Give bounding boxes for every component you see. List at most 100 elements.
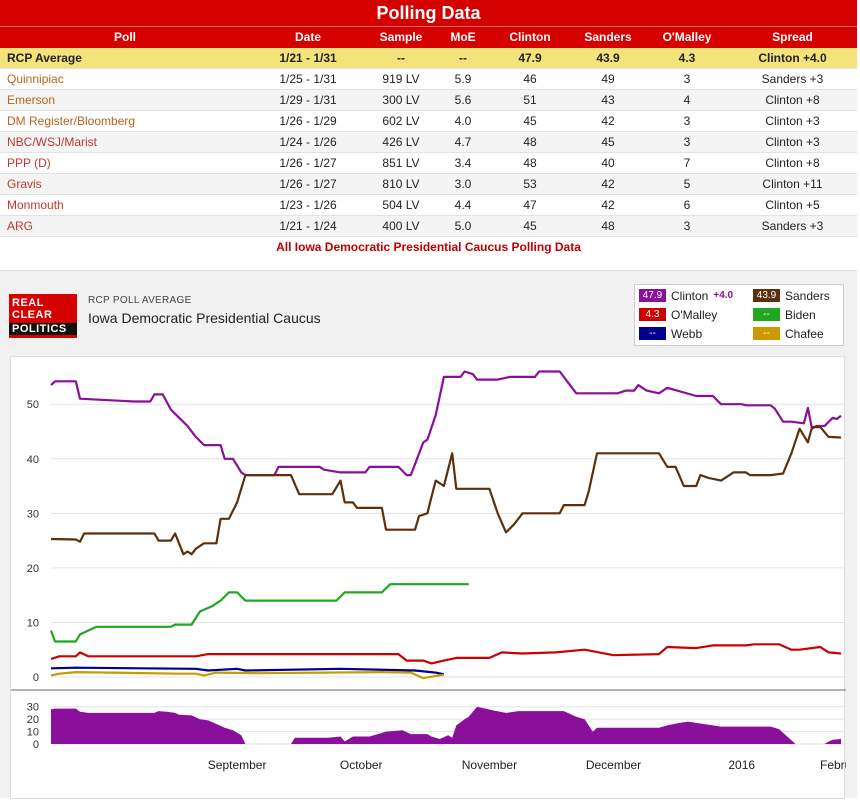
- legend-label: O'Malley: [671, 307, 718, 322]
- legend-value: 43.9: [753, 289, 780, 302]
- pollster-link[interactable]: Emerson: [7, 93, 56, 107]
- y-tick-label: 40: [27, 454, 39, 466]
- cell-sanders: 42: [570, 194, 646, 216]
- legend-value: --: [753, 308, 780, 321]
- x-tick-label: September: [208, 758, 267, 772]
- cell-omalley: 3: [646, 215, 728, 237]
- series-line-chafee: [50, 671, 445, 680]
- cell-omalley: 5: [646, 173, 728, 195]
- cell-poll: Emerson: [0, 89, 250, 111]
- legend-label: Sanders: [785, 288, 830, 303]
- rcp-average-row: RCP Average 1/21 - 1/31 -- -- 47.9 43.9 4.3 Cli…: [0, 47, 857, 69]
- y-tick-label: 10: [27, 617, 39, 629]
- pollster-link[interactable]: NBC/WSJ/Marist: [7, 135, 97, 149]
- pollster-link[interactable]: Quinnipiac: [7, 72, 64, 86]
- cell-moe: 3.4: [436, 152, 490, 174]
- legend-value: --: [639, 327, 666, 340]
- polling-table: Poll Date Sample MoE Clinton Sanders O'Malley S…: [0, 26, 857, 237]
- cell-spread: Clinton +11: [728, 173, 857, 195]
- pollster-link[interactable]: Monmouth: [7, 198, 64, 212]
- cell-moe: 4.7: [436, 131, 490, 153]
- pollster-link[interactable]: ARG: [7, 219, 34, 233]
- pollster-link[interactable]: PPP (D): [7, 156, 51, 170]
- cell-spread: Clinton +8: [728, 152, 857, 174]
- cell-omalley: 3: [646, 110, 728, 132]
- legend-label: Clinton: [671, 288, 709, 303]
- table-row: DM Register/Bloomberg 1/26 - 1/29 602 LV 4.…: [0, 110, 857, 132]
- table-header-row: Poll Date Sample MoE Clinton Sanders O'Malley S…: [0, 26, 857, 48]
- cell-clinton: 48: [490, 131, 570, 153]
- legend-item-omalley[interactable]: 4.3 O'Malley: [639, 307, 717, 322]
- cell-sanders: 42: [570, 173, 646, 195]
- cell-spread: Clinton +5: [728, 194, 857, 216]
- table-row: Monmouth 1/23 - 1/26 504 LV 4.4 47 42 6 Clinton…: [0, 194, 857, 216]
- legend-value: 4.3: [639, 308, 666, 321]
- x-tick-label: November: [462, 758, 517, 772]
- cell-poll: DM Register/Bloomberg: [0, 110, 250, 132]
- series-line-webb: [50, 666, 445, 676]
- chart-title: Iowa Democratic Presidential Caucus: [88, 310, 321, 326]
- cell-moe: 4.4: [436, 194, 490, 216]
- cell-date: 1/23 - 1/26: [250, 194, 366, 216]
- cell-poll: Gravis: [0, 173, 250, 195]
- cell-poll: NBC/WSJ/Marist: [0, 131, 250, 153]
- cell-sanders: 40: [570, 152, 646, 174]
- legend-label: Chafee: [785, 326, 824, 341]
- y-tick-label: 20: [27, 563, 39, 575]
- cell-date: 1/21 - 1/24: [250, 215, 366, 237]
- series-line-sanders: [50, 425, 842, 556]
- legend-value: 47.9: [639, 289, 666, 302]
- y-tick-label: 0: [33, 672, 39, 684]
- cell-moe: 5.6: [436, 89, 490, 111]
- column-header-poll: Poll: [0, 26, 250, 48]
- cell-clinton: 47.9: [490, 47, 570, 69]
- x-tick-label: December: [586, 758, 641, 772]
- polling-data-title: Polling Data: [0, 0, 857, 26]
- polling-table-section: Polling Data Poll Date Sample MoE Clinton San…: [0, 0, 857, 257]
- cell-omalley: 3: [646, 131, 728, 153]
- column-header-clinton: Clinton: [490, 26, 570, 48]
- cell-date: 1/29 - 1/31: [250, 89, 366, 111]
- table-row: Gravis 1/26 - 1/27 810 LV 3.0 53 42 5 Clinton +…: [0, 173, 857, 195]
- cell-date: 1/26 - 1/27: [250, 152, 366, 174]
- cell-moe: --: [436, 47, 490, 69]
- legend-item-sanders[interactable]: 43.9 Sanders: [753, 288, 830, 303]
- legend-label: Webb: [671, 326, 703, 341]
- logo-line-3: POLITICS: [9, 323, 77, 335]
- cell-sample: --: [366, 47, 436, 69]
- legend-item-webb[interactable]: -- Webb: [639, 326, 702, 341]
- cell-poll: Monmouth: [0, 194, 250, 216]
- series-line-biden: [49, 583, 469, 643]
- logo-line-1: REAL: [12, 297, 44, 309]
- x-tick-label: October: [340, 758, 383, 772]
- cell-sanders: 45: [570, 131, 646, 153]
- column-header-omalley: O'Malley: [646, 26, 728, 48]
- cell-sample: 504 LV: [366, 194, 436, 216]
- column-header-spread: Spread: [728, 26, 857, 48]
- cell-sanders: 48: [570, 215, 646, 237]
- cell-sanders: 43: [570, 89, 646, 111]
- table-footer: All Iowa Democratic Presidential Caucus …: [0, 237, 857, 257]
- all-polling-data-link[interactable]: All Iowa Democratic Presidential Caucus …: [276, 240, 581, 254]
- cell-poll: Quinnipiac: [0, 68, 250, 90]
- table-row: NBC/WSJ/Marist 1/24 - 1/26 426 LV 4.7 48 45 3 C…: [0, 131, 857, 153]
- cell-poll: PPP (D): [0, 152, 250, 174]
- legend-item-clinton[interactable]: 47.9 Clinton +4.0: [639, 288, 733, 303]
- legend-item-chafee[interactable]: -- Chafee: [753, 326, 824, 341]
- cell-sample: 810 LV: [366, 173, 436, 195]
- column-header-sample: Sample: [366, 26, 436, 48]
- spread-y-tick-label: 10: [27, 727, 39, 739]
- series-line-omalley: [50, 643, 842, 665]
- cell-sample: 300 LV: [366, 89, 436, 111]
- table-row: PPP (D) 1/26 - 1/27 851 LV 3.4 48 40 7 Clinton …: [0, 152, 857, 174]
- legend-label: Biden: [785, 307, 816, 322]
- cell-spread: Sanders +3: [728, 215, 857, 237]
- pollster-link[interactable]: DM Register/Bloomberg: [7, 114, 136, 128]
- cell-spread: Clinton +3: [728, 110, 857, 132]
- legend-item-biden[interactable]: -- Biden: [753, 307, 816, 322]
- cell-sanders: 49: [570, 68, 646, 90]
- spread-area: [51, 706, 841, 744]
- cell-sample: 400 LV: [366, 215, 436, 237]
- pollster-link[interactable]: Gravis: [7, 177, 42, 191]
